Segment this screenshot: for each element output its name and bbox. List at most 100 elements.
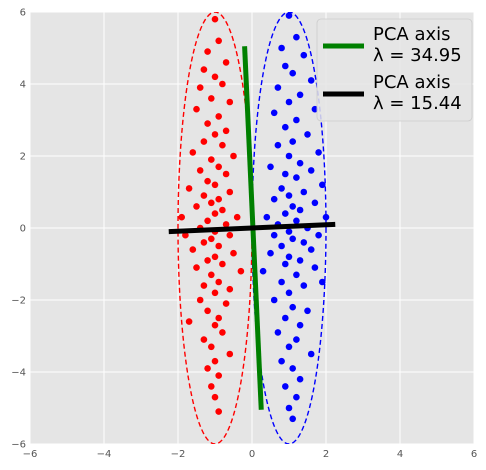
scatter-point — [226, 231, 234, 239]
scatter-point — [259, 267, 267, 275]
scatter-point — [222, 127, 230, 135]
scatter-point — [296, 257, 304, 264]
scatter-point — [285, 404, 293, 412]
scatter-point — [208, 343, 215, 351]
scatter-point — [196, 84, 204, 91]
scatter-point — [189, 149, 197, 156]
scatter-point — [296, 321, 304, 329]
scatter-point — [211, 393, 219, 401]
scatter-point — [274, 141, 282, 149]
scatter-point — [200, 192, 208, 199]
scatter-point — [193, 264, 200, 271]
scatter-point — [307, 350, 315, 358]
scatter-point — [204, 177, 211, 185]
point-layer — [178, 12, 330, 423]
x-tick-label: 2 — [323, 449, 329, 460]
scatter-point — [233, 213, 241, 221]
scatter-point — [270, 231, 278, 239]
scatter-point — [293, 116, 300, 124]
scatter-point — [204, 48, 211, 55]
scatter-point — [215, 242, 222, 250]
scatter-point — [204, 217, 211, 225]
scatter-point — [315, 231, 322, 239]
scatter-point — [285, 289, 293, 297]
x-tick-label: −6 — [23, 449, 38, 460]
scatter-point — [278, 278, 285, 286]
scatter-point — [296, 159, 304, 167]
scatter-point — [278, 44, 285, 52]
scatter-point — [200, 282, 208, 289]
scatter-point — [278, 185, 285, 192]
scatter-point — [208, 271, 215, 279]
scatter-point — [219, 260, 226, 268]
scatter-point — [215, 195, 222, 203]
pca-line-layer — [168, 46, 336, 410]
scatter-point — [222, 221, 230, 228]
y-tick-label: 2 — [20, 152, 26, 163]
scatter-point — [282, 314, 289, 322]
scatter-point — [289, 415, 297, 423]
scatter-point — [211, 289, 219, 297]
scatter-point — [215, 372, 222, 379]
scatter-point — [293, 217, 300, 225]
scatter-point — [215, 37, 222, 45]
scatter-point — [319, 181, 326, 189]
scatter-point — [285, 253, 293, 261]
scatter-point — [208, 156, 215, 163]
scatter-point — [211, 321, 219, 329]
scatter-point — [185, 318, 193, 325]
scatter-point — [307, 167, 315, 174]
scatter-point — [219, 141, 226, 149]
scatter-point — [196, 296, 204, 304]
scatter-point — [311, 199, 319, 207]
scatter-point — [204, 257, 211, 264]
scatter-point — [307, 77, 315, 84]
scatter-point — [222, 59, 230, 66]
scatter-point — [211, 253, 219, 261]
scatter-point — [215, 163, 222, 171]
scatter-point — [237, 267, 245, 275]
scatter-point — [226, 285, 234, 293]
scatter-point — [285, 98, 293, 106]
scatter-point — [304, 131, 311, 138]
x-tick-label: 6 — [471, 449, 477, 460]
scatter-point — [267, 249, 274, 257]
scatter-point — [182, 231, 189, 239]
scatter-point — [282, 210, 289, 217]
scatter-point — [211, 73, 219, 81]
scatter-point — [278, 357, 285, 365]
scatter-point — [178, 213, 185, 221]
scatter-point — [222, 300, 230, 307]
scatter-point — [278, 242, 285, 250]
y-tick-label: 6 — [20, 8, 26, 19]
scatter-point — [204, 365, 211, 372]
scatter-point — [300, 282, 308, 289]
scatter-point — [282, 170, 289, 178]
scatter-point — [282, 62, 289, 70]
y-tick-label: 4 — [20, 80, 26, 91]
scatter-point — [311, 264, 319, 271]
scatter-point — [270, 296, 278, 304]
scatter-point — [289, 235, 297, 243]
scatter-point — [200, 336, 208, 343]
scatter-point — [289, 138, 297, 145]
legend-label: PCA axis λ = 34.95 — [373, 24, 462, 66]
scatter-point — [300, 239, 308, 246]
scatter-point — [196, 167, 204, 174]
scatter-point — [211, 131, 219, 138]
scatter-point — [293, 336, 300, 343]
scatter-point — [270, 195, 278, 203]
scatter-point — [285, 343, 293, 351]
scatter-point — [208, 235, 215, 243]
scatter-point — [204, 120, 211, 127]
scatter-point — [282, 383, 289, 390]
scatter-point — [293, 174, 300, 181]
scatter-point — [282, 123, 289, 131]
scatter-point — [274, 329, 282, 336]
scatter-point — [226, 350, 234, 358]
scatter-point — [263, 213, 271, 221]
x-tick-label: 4 — [397, 449, 403, 460]
tick-labels: −6 −4 −2 0 2 4 6 −6 −4 −2 0 2 4 6 — [11, 8, 477, 461]
y-tick-label: 0 — [20, 224, 26, 235]
